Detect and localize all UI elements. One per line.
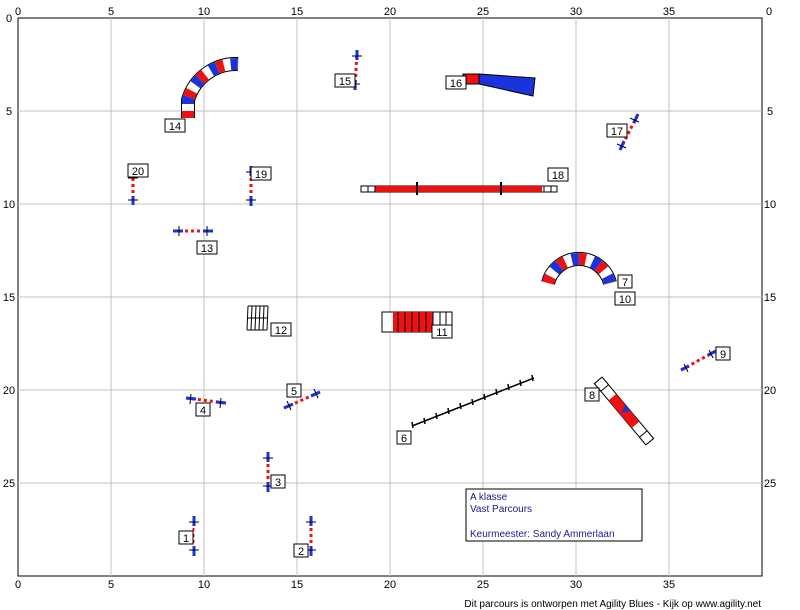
x-tick-label: 25 — [477, 579, 489, 591]
label-1: 1 — [178, 530, 194, 545]
svg-text:10: 10 — [619, 294, 631, 306]
label-17: 17 — [606, 123, 628, 138]
x-tick-label: 10 — [198, 6, 210, 18]
svg-text:12: 12 — [275, 325, 287, 337]
x-tick-label: 0 — [766, 6, 772, 18]
obstacle-number-labels: 1 2 3 4 5 6 7 8 9 10 11 12 13 14 15 16 1… — [127, 73, 731, 558]
svg-text:16: 16 — [450, 78, 462, 90]
x-tick-label: 20 — [384, 6, 396, 18]
grid — [18, 18, 762, 576]
x-tick-label: 0 — [15, 6, 21, 18]
judge-name: Keurmeester: Sandy Ammerlaan — [470, 529, 615, 540]
label-3: 3 — [270, 474, 286, 489]
footer-credit: Dit parcours is ontworpen met Agility Bl… — [464, 599, 761, 610]
svg-text:2: 2 — [298, 546, 304, 558]
y-tick-label: 15 — [3, 292, 15, 304]
x-axis-bottom: 0 5 10 15 20 25 30 35 — [15, 579, 675, 591]
svg-text:11: 11 — [436, 327, 447, 339]
y-axis-left: 0 5 10 15 20 25 — [3, 13, 15, 490]
label-12: 12 — [270, 322, 292, 337]
svg-text:9: 9 — [720, 349, 726, 361]
obstacle-14-tunnel[interactable] — [181, 56, 239, 118]
obstacle-6-weave-poles[interactable] — [411, 374, 535, 429]
x-tick-label: 30 — [570, 579, 582, 591]
x-tick-label: 0 — [15, 579, 21, 591]
label-8: 8 — [584, 387, 600, 402]
x-tick-label: 30 — [570, 6, 582, 18]
course-type: Vast Parcours — [470, 504, 532, 515]
obstacle-9-jump[interactable] — [680, 349, 717, 373]
x-tick-label: 15 — [291, 6, 303, 18]
x-tick-label: 5 — [108, 579, 114, 591]
svg-text:13: 13 — [201, 243, 213, 255]
svg-text:7: 7 — [622, 277, 628, 289]
label-10: 10 — [614, 291, 636, 306]
obstacle-12-tire[interactable] — [246, 305, 269, 331]
svg-text:15: 15 — [339, 76, 351, 88]
label-15: 15 — [334, 73, 356, 88]
y-tick-label: 10 — [764, 199, 776, 211]
label-16: 16 — [445, 75, 467, 90]
obstacle-20-jump[interactable] — [128, 172, 138, 205]
svg-text:3: 3 — [275, 477, 281, 489]
svg-text:6: 6 — [401, 433, 407, 445]
svg-text:19: 19 — [255, 169, 267, 181]
label-2: 2 — [293, 543, 309, 558]
label-4: 4 — [195, 402, 211, 417]
obstacle-18-dogwalk[interactable] — [360, 182, 558, 195]
obstacle-17-jump[interactable] — [616, 113, 640, 151]
y-tick-label: 10 — [3, 199, 15, 211]
obstacle-13-jump[interactable] — [173, 226, 213, 236]
label-13: 13 — [196, 240, 218, 255]
x-tick-label: 35 — [663, 579, 675, 591]
y-tick-label: 5 — [767, 106, 773, 118]
y-tick-label: 5 — [6, 106, 12, 118]
label-19: 19 — [250, 166, 272, 181]
obstacle-7-tunnel[interactable] — [541, 251, 617, 286]
svg-text:8: 8 — [589, 390, 595, 402]
svg-text:20: 20 — [132, 166, 144, 178]
y-tick-label: 20 — [764, 385, 776, 397]
svg-text:1: 1 — [183, 533, 189, 545]
obstacle-4-jump[interactable] — [185, 393, 227, 409]
label-5: 5 — [286, 383, 302, 398]
x-tick-label: 25 — [477, 6, 489, 18]
course-info-box: A klasse Vast Parcours Keurmeester: Sand… — [465, 488, 643, 542]
label-18: 18 — [547, 167, 569, 182]
svg-text:17: 17 — [611, 126, 623, 138]
x-axis-top: 0 5 10 15 20 25 30 35 0 — [15, 6, 772, 18]
svg-text:14: 14 — [169, 121, 181, 133]
obstacle-5-jump[interactable] — [283, 388, 321, 411]
label-20: 20 — [127, 163, 149, 178]
x-tick-label: 10 — [198, 579, 210, 591]
label-11: 11 — [431, 324, 453, 339]
course-class: A klasse — [470, 492, 508, 503]
y-axis-right: 5 10 15 20 25 — [764, 106, 776, 490]
label-9: 9 — [715, 346, 731, 361]
label-6: 6 — [396, 430, 412, 445]
obstacle-1-jump[interactable] — [189, 516, 199, 556]
x-tick-label: 5 — [108, 6, 114, 18]
obstacle-2-jump[interactable] — [306, 516, 316, 556]
y-tick-label: 0 — [6, 13, 12, 25]
svg-text:5: 5 — [291, 386, 297, 398]
svg-text:4: 4 — [200, 405, 206, 417]
svg-text:18: 18 — [552, 170, 564, 182]
obstacle-3-jump[interactable] — [263, 452, 273, 492]
x-tick-label: 35 — [663, 6, 675, 18]
y-tick-label: 25 — [764, 478, 776, 490]
label-14: 14 — [164, 118, 186, 133]
label-7: 7 — [617, 274, 633, 289]
y-tick-label: 25 — [3, 478, 15, 490]
x-tick-label: 15 — [291, 579, 303, 591]
x-tick-label: 20 — [384, 579, 396, 591]
y-tick-label: 20 — [3, 385, 15, 397]
y-tick-label: 15 — [764, 292, 776, 304]
